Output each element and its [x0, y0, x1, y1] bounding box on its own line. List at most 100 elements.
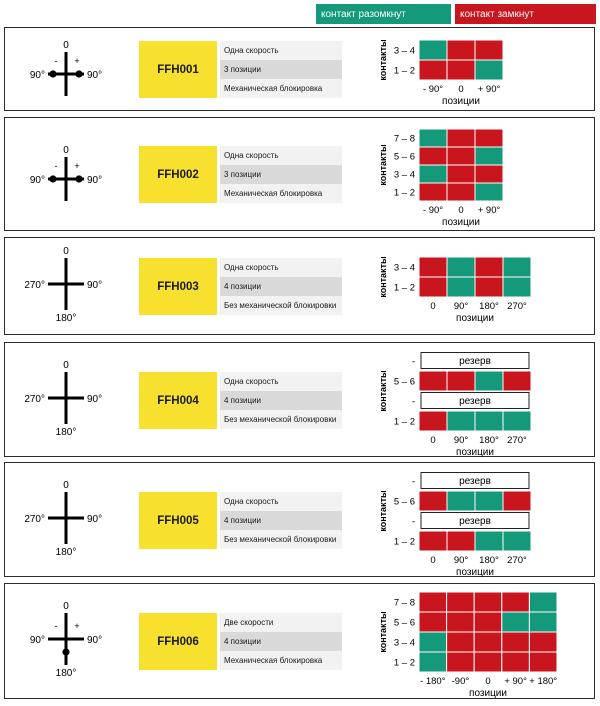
- dial-plus-sign: +: [74, 621, 79, 631]
- reserve-label: резерв: [459, 516, 491, 527]
- contact-grid: контакты - резерв 5 – 6 - резерв 1 – 2 0 90° 180°…: [378, 352, 532, 458]
- contact-cell-open: [502, 530, 532, 552]
- dial-label-left: 90°: [30, 635, 45, 646]
- contact-cell-closed: [446, 591, 475, 613]
- dial-label-top: 0: [63, 480, 69, 491]
- contact-row-label: 5 – 6: [394, 152, 415, 163]
- reserve-row: [420, 512, 530, 529]
- dial-minus-sign: -: [55, 621, 58, 631]
- contact-cell-closed: [446, 39, 476, 61]
- switch-feature: Одна скорость: [220, 372, 342, 391]
- position-tick-label: + 90°: [478, 205, 501, 216]
- contact-cell-closed: [474, 128, 504, 148]
- contact-cell-closed: [501, 631, 530, 653]
- contact-row-label: -: [412, 517, 415, 528]
- switch-card: 0 90° 90° 180° - + FFH006 Две скорости 4 позиции…: [4, 583, 595, 699]
- contact-cell-closed: [474, 164, 504, 184]
- dial-label-right: 90°: [87, 70, 102, 81]
- contact-cell-closed: [473, 651, 503, 673]
- position-dial: 090° 90°- +: [30, 40, 102, 96]
- contact-grid: контакты 7 – 8 5 – 6 3 – 4 1 – 2 - 90° 0 + 90°п…: [378, 128, 504, 228]
- contact-cell-open: [502, 276, 532, 298]
- contact-cell-closed: [446, 631, 475, 653]
- contact-cell-open: [502, 256, 532, 278]
- dial-minus-sign: -: [55, 161, 58, 171]
- position-tick-label: 90°: [454, 435, 469, 446]
- positions-axis-label: позиции: [456, 567, 494, 578]
- switch-feature: 4 позиции: [220, 511, 342, 530]
- contact-row-label: -: [412, 397, 415, 408]
- switch-feature: 4 позиции: [220, 277, 342, 296]
- contact-cell-closed: [446, 182, 476, 202]
- dial-label-right: 90°: [87, 635, 102, 646]
- dial-plus-sign: +: [74, 56, 79, 66]
- switch-feature: Механическая блокировка: [220, 184, 342, 203]
- positions-axis-label: позиции: [456, 313, 494, 324]
- switch-feature: 3 позиции: [220, 165, 342, 184]
- contact-cell-closed: [473, 591, 503, 613]
- position-dial: 0 90° 90° 180° - +: [30, 601, 102, 679]
- contact-grid: контакты 7 – 8 5 – 6 3 – 4 1 – 2 - 180° -90° 0 +…: [378, 591, 558, 699]
- switch-feature: Одна скорость: [220, 258, 342, 277]
- contact-cell-closed: [501, 651, 530, 673]
- contact-cell-open: [474, 490, 504, 512]
- contact-cell-open: [474, 146, 504, 166]
- contact-cell-closed: [418, 256, 448, 278]
- switch-feature: 4 позиции: [220, 632, 342, 651]
- contact-row-label: 1 – 2: [394, 188, 415, 199]
- contacts-axis-label: контакты: [378, 611, 388, 653]
- contact-cell-closed: [418, 611, 448, 633]
- position-tick-label: 180°: [479, 555, 499, 566]
- legend-open: контакт разомкнут: [316, 4, 451, 24]
- contact-cell-closed: [446, 530, 476, 552]
- legend-open-label: контакт разомкнут: [321, 8, 406, 20]
- dial-label-top: 0: [63, 601, 69, 612]
- position-tick-label: 180°: [479, 435, 499, 446]
- switch-code: FFH003: [139, 258, 217, 315]
- contact-cell-closed: [446, 59, 476, 81]
- switch-feature: Одна скорость: [220, 146, 342, 165]
- dial-minus-sign: -: [55, 56, 58, 66]
- dial-label-left: 90°: [30, 70, 45, 81]
- switch-card: 0 90° 90° - + FFH002 Одна скорость 3 позиции Мех…: [4, 117, 595, 231]
- contacts-axis-label: контакты: [378, 370, 388, 412]
- dial-label-bottom: 180°: [56, 668, 77, 679]
- switch-feature: 3 позиции: [220, 60, 342, 79]
- contacts-axis-label: контакты: [378, 39, 388, 81]
- contact-cell-closed: [528, 631, 558, 653]
- positions-axis-label: позиции: [442, 96, 480, 107]
- position-tick-label: 0: [458, 84, 463, 95]
- contact-cell-closed: [502, 370, 532, 392]
- switch-feature: Одна скорость: [220, 41, 342, 60]
- position-tick-label: + 90°: [478, 84, 501, 95]
- contact-cell-closed: [474, 276, 504, 298]
- contact-row-label: 7 – 8: [394, 598, 415, 609]
- contact-cell-closed: [446, 611, 475, 633]
- dial-label-top: 0: [63, 246, 69, 257]
- dial-label-right: 90°: [87, 514, 102, 525]
- contact-cell-closed: [418, 59, 448, 81]
- legend-closed-label: контакт замкнут: [460, 8, 534, 20]
- reserve-label: резерв: [459, 476, 491, 487]
- contact-cell-closed: [474, 256, 504, 278]
- dial-plus-sign: +: [74, 161, 79, 171]
- contact-cell-closed: [446, 128, 476, 148]
- position-dial: 090° 90°- +: [30, 145, 102, 201]
- contact-cell-closed: [446, 370, 476, 392]
- contacts-axis-label: контакты: [378, 144, 388, 186]
- contact-cell-open: [474, 410, 504, 432]
- reserve-label: резерв: [459, 396, 491, 407]
- contact-cell-open: [418, 164, 448, 184]
- switch-code: FFH001: [139, 41, 217, 98]
- contact-row-label: -: [412, 477, 415, 488]
- contact-cell-open: [474, 530, 504, 552]
- dial-position-dot: [75, 70, 83, 78]
- dial-label-left: 270°: [24, 514, 45, 525]
- position-tick-label: 180°: [479, 301, 499, 312]
- positions-axis-label: позиции: [442, 217, 480, 228]
- switch-feature: Механическая блокировка: [220, 79, 342, 98]
- contact-row-label: 1 – 2: [394, 537, 415, 548]
- position-tick-label: 0: [485, 676, 490, 687]
- contact-row-label: 3 – 4: [394, 170, 415, 181]
- contact-row-label: 5 – 6: [394, 618, 415, 629]
